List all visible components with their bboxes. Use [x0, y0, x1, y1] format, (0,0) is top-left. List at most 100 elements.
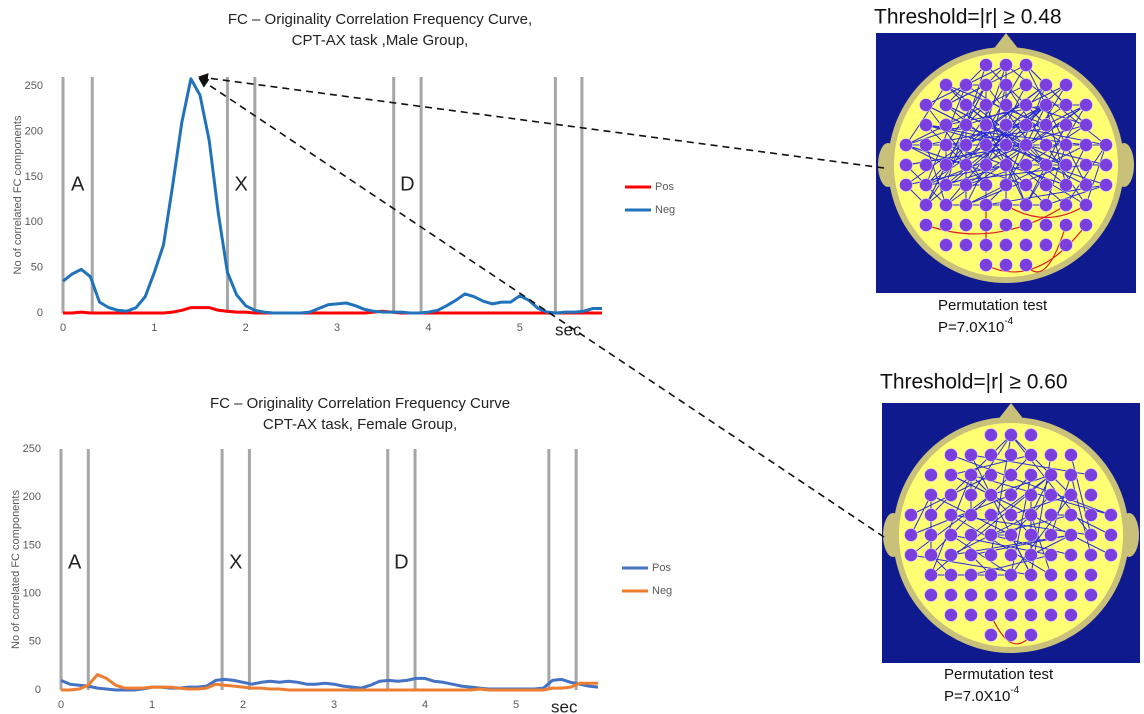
electrode — [979, 218, 993, 232]
electrode — [939, 238, 953, 252]
connection — [1085, 144, 1107, 206]
nose — [997, 403, 1025, 421]
electrode — [939, 218, 953, 232]
legend-label: Pos — [652, 562, 671, 574]
connection — [950, 454, 1112, 516]
electrode — [984, 548, 998, 562]
x-tick-label: 4 — [425, 322, 431, 334]
connection — [950, 454, 1032, 476]
electrode — [1064, 488, 1078, 502]
electrode — [1019, 158, 1033, 172]
electrode — [1079, 138, 1093, 152]
electrode — [1039, 218, 1053, 232]
connection — [1030, 534, 1072, 556]
electrode — [984, 488, 998, 502]
electrode — [1039, 78, 1053, 92]
electrode — [1064, 608, 1078, 622]
electrode — [1019, 198, 1033, 212]
electrode — [1044, 508, 1058, 522]
electrode — [959, 198, 973, 212]
legend-label: Neg — [655, 204, 675, 216]
x-tick-label: 3 — [334, 322, 340, 334]
electrode — [1039, 98, 1053, 112]
electrode — [924, 528, 938, 542]
electrode — [979, 178, 993, 192]
electrode — [1064, 448, 1078, 462]
electrode — [959, 158, 973, 172]
p-value-exponent: -4 — [1004, 316, 1013, 327]
dashed-arrow — [198, 73, 885, 169]
connection — [985, 224, 1087, 273]
connection — [910, 494, 932, 536]
connection — [925, 84, 967, 186]
electrode — [1024, 528, 1038, 542]
electrode — [919, 198, 933, 212]
y-tick-label: 0 — [35, 684, 41, 696]
connection — [970, 554, 1052, 576]
electrode — [984, 588, 998, 602]
event-label: X — [234, 173, 247, 195]
electrode — [904, 528, 918, 542]
connection — [1010, 534, 1032, 576]
electrode — [919, 178, 933, 192]
electrode — [944, 608, 958, 622]
electrode — [964, 448, 978, 462]
electrode — [999, 198, 1013, 212]
electrode — [984, 508, 998, 522]
electrode — [1024, 608, 1038, 622]
electrode — [1004, 588, 1018, 602]
electrode — [1084, 568, 1098, 582]
electrode — [944, 528, 958, 542]
electrode — [1039, 178, 1053, 192]
electrode — [1024, 548, 1038, 562]
electrode — [924, 548, 938, 562]
electrode — [959, 138, 973, 152]
connection — [985, 64, 1007, 126]
electrode — [1059, 238, 1073, 252]
event-label: D — [400, 173, 414, 195]
y-tick-label: 50 — [31, 262, 43, 274]
electrode — [984, 628, 998, 642]
electrode — [939, 158, 953, 172]
electrode — [1044, 488, 1058, 502]
y-tick-label: 50 — [29, 636, 41, 648]
series-line — [62, 77, 602, 315]
event-label: D — [394, 551, 408, 573]
electrode — [924, 488, 938, 502]
y-tick-label: 100 — [23, 588, 41, 600]
connection — [1010, 494, 1072, 576]
electrode — [999, 118, 1013, 132]
electrode — [979, 98, 993, 112]
electrode — [1039, 198, 1053, 212]
connection — [1005, 204, 1087, 219]
connection — [1070, 514, 1112, 536]
electrode — [1004, 548, 1018, 562]
electrode — [1019, 58, 1033, 72]
test-label: Permutation test — [938, 297, 1048, 314]
electrode — [1019, 118, 1033, 132]
connection — [1010, 434, 1072, 496]
electrode — [1059, 78, 1073, 92]
electrode — [959, 78, 973, 92]
electrode — [1039, 158, 1053, 172]
electrode — [1079, 158, 1093, 172]
y-tick-label: 0 — [37, 307, 43, 319]
electrode — [1019, 178, 1033, 192]
connection — [950, 534, 1012, 576]
connection — [1005, 84, 1047, 186]
y-axis-label: No of correlated FC components — [12, 115, 24, 274]
electrode — [999, 158, 1013, 172]
electrode — [959, 118, 973, 132]
electrode — [1024, 628, 1038, 642]
x-tick-label: 3 — [331, 699, 337, 711]
connection — [1025, 104, 1087, 206]
y-tick-label: 150 — [25, 171, 43, 183]
electrode — [1004, 528, 1018, 542]
electrode — [1059, 178, 1073, 192]
electrode — [1104, 548, 1118, 562]
connection — [930, 474, 972, 576]
electrode — [1084, 468, 1098, 482]
chart-title: FC – Originality Correlation Frequency C… — [228, 11, 532, 28]
legend-label: Neg — [652, 585, 672, 597]
